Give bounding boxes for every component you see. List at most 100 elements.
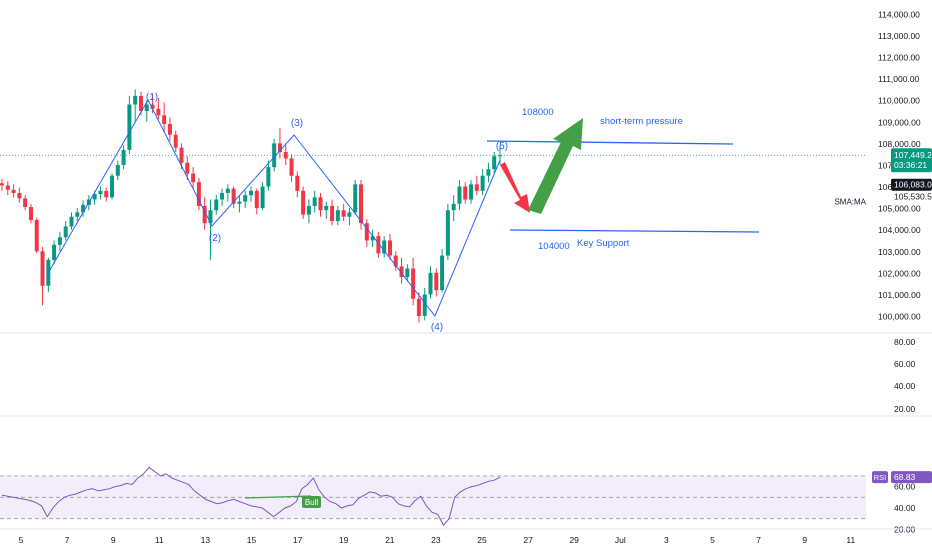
price-tick-label: 110,000.00 bbox=[878, 96, 920, 106]
support-line bbox=[509, 229, 760, 233]
price-tick-label: 105,000.00 bbox=[878, 204, 921, 214]
candle-body bbox=[208, 210, 213, 224]
time-tick-label: 19 bbox=[339, 535, 349, 545]
candle-body bbox=[405, 268, 410, 278]
candle-body bbox=[301, 190, 306, 215]
candle-body bbox=[98, 190, 103, 195]
series-label: SMA:MA bbox=[834, 198, 866, 207]
candle-body bbox=[359, 184, 364, 224]
candle-body bbox=[480, 175, 485, 191]
time-tick-label: Jul bbox=[615, 535, 626, 545]
candle-body bbox=[179, 147, 184, 163]
candle-body bbox=[28, 207, 33, 220]
candle-body bbox=[202, 205, 207, 224]
countdown-label: 03:36:21 bbox=[894, 160, 927, 170]
candle-body bbox=[428, 272, 433, 295]
bull-label: Bull bbox=[305, 498, 319, 507]
rsi-line bbox=[1, 466, 501, 526]
candle-body bbox=[185, 162, 190, 174]
elliott-wave-lines bbox=[46, 98, 501, 317]
current-price-label: 107,449.20 bbox=[894, 150, 932, 160]
candle-body bbox=[312, 197, 317, 206]
rsi-value-label: 68.83 bbox=[894, 472, 916, 482]
candle-body bbox=[17, 192, 22, 199]
resistance-line bbox=[486, 140, 734, 145]
candle-body bbox=[150, 104, 155, 109]
rsi-tick-label: 60.00 bbox=[894, 482, 916, 492]
candle-body bbox=[52, 244, 57, 260]
candle-body bbox=[457, 186, 462, 204]
candle-body bbox=[289, 158, 294, 176]
sma-price-tag bbox=[891, 178, 932, 191]
annotation-labels: (1) (2) (3) (4) (5) 108000 short-term pressure… bbox=[146, 92, 683, 333]
candle-body bbox=[63, 226, 68, 238]
candle-body bbox=[469, 184, 474, 200]
volume-tick-label: 20.00 bbox=[894, 404, 916, 414]
candle-body bbox=[167, 123, 172, 135]
price-tick-label: 103,000.00 bbox=[878, 247, 921, 257]
candle-body bbox=[260, 186, 265, 209]
time-tick-label: 7 bbox=[756, 535, 761, 545]
candle-body bbox=[144, 104, 149, 111]
time-tick-label: 3 bbox=[664, 535, 669, 545]
candle-body bbox=[324, 205, 329, 211]
candle-body bbox=[40, 251, 45, 286]
price-tick-label: 109,000.00 bbox=[878, 117, 921, 127]
candle-body bbox=[243, 195, 248, 202]
time-tick-label: 7 bbox=[65, 535, 70, 545]
candle-body bbox=[277, 143, 282, 152]
candle-body bbox=[110, 175, 115, 198]
candle-body bbox=[254, 190, 259, 209]
time-tick-label: 23 bbox=[431, 535, 441, 545]
price-tick-label: 104,000.00 bbox=[878, 225, 921, 235]
candle-body bbox=[5, 185, 10, 190]
price-tick-label: 101,000.00 bbox=[878, 290, 921, 300]
candle-body bbox=[75, 212, 80, 217]
candle-body bbox=[486, 169, 491, 176]
candle-body bbox=[387, 240, 392, 256]
candle-body bbox=[162, 115, 167, 124]
annotation-text: short-term pressure bbox=[600, 116, 683, 127]
time-tick-label: 27 bbox=[523, 535, 533, 545]
candle-body bbox=[220, 192, 225, 200]
time-tick-label: 11 bbox=[155, 535, 164, 545]
candle-body bbox=[249, 190, 253, 196]
time-axis[interactable]: 5 7 9 11 13 15 17 19 21 23 25 27 29 Jul 3 5 7 9 11 bbox=[0, 528, 932, 545]
candle-body bbox=[364, 223, 369, 241]
price-axis[interactable]: 100,000.00 101,000.00 102,000.00 103,000.00… bbox=[834, 9, 932, 534]
candle-body bbox=[451, 203, 456, 211]
candle-body bbox=[422, 294, 427, 316]
price-tick-label: 111,000.00 bbox=[878, 74, 920, 84]
candle-body bbox=[191, 173, 196, 183]
sma-price-label: 106,083.00 bbox=[894, 180, 932, 190]
candle-body bbox=[370, 236, 375, 241]
rsi-name-label: RSI bbox=[874, 473, 887, 482]
candle-body bbox=[440, 255, 445, 291]
candle-body bbox=[23, 198, 28, 208]
candle-body bbox=[127, 104, 132, 150]
wave-polyline bbox=[46, 98, 501, 317]
annotation-text: Key Support bbox=[577, 238, 630, 249]
candle-body bbox=[341, 210, 346, 217]
wave-label: (3) bbox=[291, 118, 303, 129]
candle-body bbox=[376, 236, 381, 254]
annotation-text: 108000 bbox=[522, 107, 554, 118]
volume-tick-label: 60.00 bbox=[894, 359, 916, 369]
wave-label: (1) bbox=[146, 92, 158, 103]
time-tick-label: 9 bbox=[802, 535, 807, 545]
price-tick-label: 102,000.00 bbox=[878, 268, 921, 278]
candle-body bbox=[318, 197, 323, 211]
candle-body bbox=[92, 194, 97, 200]
candle-body bbox=[81, 204, 86, 213]
time-tick-label: 29 bbox=[569, 535, 579, 545]
price-tick-label: 114,000.00 bbox=[878, 9, 920, 19]
candle-body bbox=[474, 184, 479, 191]
candle-body bbox=[57, 237, 62, 245]
time-tick-label: 15 bbox=[247, 535, 257, 545]
extra-price-label: 105,530.50 bbox=[894, 192, 932, 202]
candle-body bbox=[156, 108, 161, 116]
candle-body bbox=[104, 190, 109, 198]
candle-body bbox=[382, 240, 387, 254]
